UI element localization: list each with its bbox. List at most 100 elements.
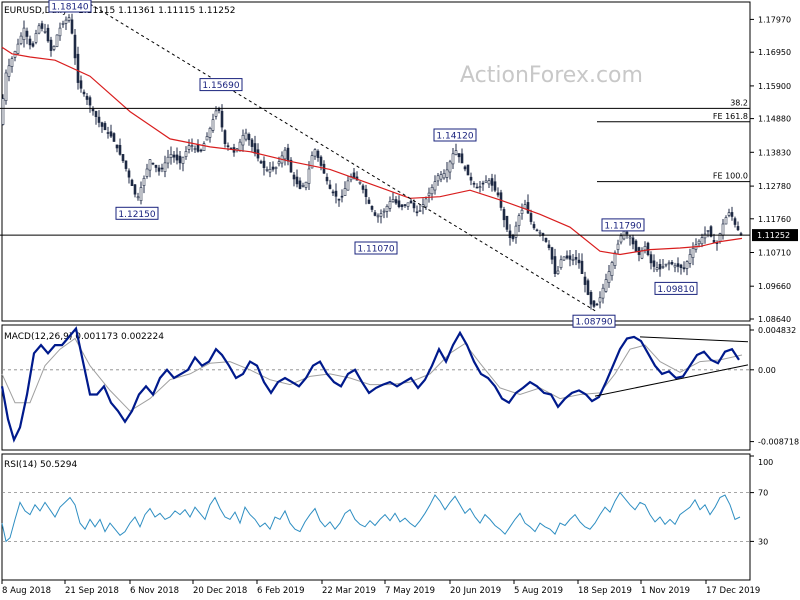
candle-body <box>574 256 578 260</box>
candle-body <box>409 200 413 204</box>
candle-body <box>205 136 209 141</box>
candle-body <box>511 235 515 240</box>
candle-body <box>367 199 371 204</box>
rsi-panel-frame <box>1 453 751 581</box>
candle-body <box>433 181 437 191</box>
candle-body <box>442 173 446 179</box>
candle-body <box>343 188 347 197</box>
candle-body <box>40 23 44 29</box>
candle-body <box>238 141 242 152</box>
candle-body <box>406 202 410 207</box>
candle-body <box>514 225 518 238</box>
x-axis: 8 Aug 2018 21 Sep 2018 6 Nov 2018 20 Dec 20… <box>1 580 760 596</box>
candle-body <box>97 116 101 123</box>
candle-body <box>496 192 500 196</box>
candle-body <box>379 213 383 217</box>
candle-body <box>547 244 551 248</box>
candle-body <box>220 111 224 128</box>
candle-body <box>190 145 194 147</box>
candle-body <box>358 181 362 184</box>
candle-body <box>559 259 563 268</box>
candle-body <box>85 95 89 100</box>
date-tick-label: 1 Nov 2019 <box>641 586 690 596</box>
candle-body <box>460 153 464 164</box>
candle-body <box>226 145 230 147</box>
macd-tick-label: 0.00 <box>758 366 776 375</box>
candle-body <box>307 168 311 184</box>
candle-body <box>187 145 191 150</box>
chart-ohlc: 1.11115 1.11361 1.11115 1.11252 <box>78 6 235 16</box>
macd-line <box>0 326 740 443</box>
candle-body <box>169 154 173 158</box>
candle-body <box>577 259 581 264</box>
candle-body <box>421 204 425 207</box>
candle-body <box>640 250 644 259</box>
date-tick-label: 18 Sep 2019 <box>578 586 632 596</box>
candle-body <box>664 263 668 266</box>
candle-body <box>199 149 203 152</box>
candle-body <box>688 254 692 264</box>
candle-body <box>157 167 161 172</box>
candle-body <box>337 198 341 201</box>
candle-body <box>391 199 395 203</box>
candle-body <box>127 170 131 178</box>
candle-body <box>610 262 614 276</box>
candle-body <box>313 149 317 157</box>
candle-body <box>301 185 305 187</box>
candle-body <box>739 233 743 235</box>
candle-body <box>538 231 542 234</box>
candle-body <box>121 154 125 162</box>
candle-body <box>76 53 80 83</box>
candle-body <box>193 148 197 150</box>
price-panel-frame <box>1 1 751 322</box>
candle-body <box>259 161 263 164</box>
date-tick-label: 5 Aug 2019 <box>514 586 563 596</box>
last-price-label: 1.11252 <box>757 231 790 240</box>
candle-body <box>457 153 461 158</box>
candle-body <box>106 132 110 134</box>
candle-body <box>160 167 164 170</box>
candle-body <box>448 161 452 173</box>
candle-body <box>202 143 206 151</box>
price-label: 1.14120 <box>436 132 473 142</box>
candle-body <box>607 271 611 283</box>
candle-body <box>454 150 458 156</box>
macd-title: MACD(12,26,9) 0.001173 0.002224 <box>4 332 164 342</box>
candle-body <box>703 233 707 239</box>
candle-body <box>70 19 74 34</box>
candle-body <box>283 149 287 160</box>
candle-body <box>712 240 716 243</box>
date-tick-label: 6 Nov 2018 <box>130 586 179 596</box>
candle-body <box>172 154 176 158</box>
candle-body <box>709 226 713 237</box>
candle-body <box>145 168 149 177</box>
candle-body <box>148 159 152 171</box>
candle-body <box>178 155 182 164</box>
candle-body <box>163 162 167 172</box>
candle-body <box>34 33 38 43</box>
candle-body <box>646 242 650 256</box>
candle-body <box>439 174 443 180</box>
macd-tick-label: 0.004832 <box>758 326 796 335</box>
candle-body <box>667 262 671 265</box>
candle-body <box>526 202 530 214</box>
candle-body <box>415 211 419 214</box>
candle-body <box>529 213 533 222</box>
candle-body <box>673 264 677 268</box>
macd-tick-label: -0.008718 <box>758 438 799 447</box>
candle-body <box>658 263 662 270</box>
candle-body <box>88 97 92 106</box>
candle-body <box>244 132 248 140</box>
candle-body <box>550 247 554 260</box>
candle-body <box>250 139 254 147</box>
date-tick-label: 20 Dec 2018 <box>193 586 247 596</box>
candle-body <box>649 254 653 264</box>
rsi-layer: 100 70 30 <box>1 455 773 546</box>
candle-body <box>253 143 257 154</box>
candle-body <box>373 212 377 216</box>
candle-body <box>472 183 476 185</box>
candle-body <box>568 255 572 260</box>
candle-body <box>553 256 557 275</box>
candle-body <box>385 206 389 212</box>
